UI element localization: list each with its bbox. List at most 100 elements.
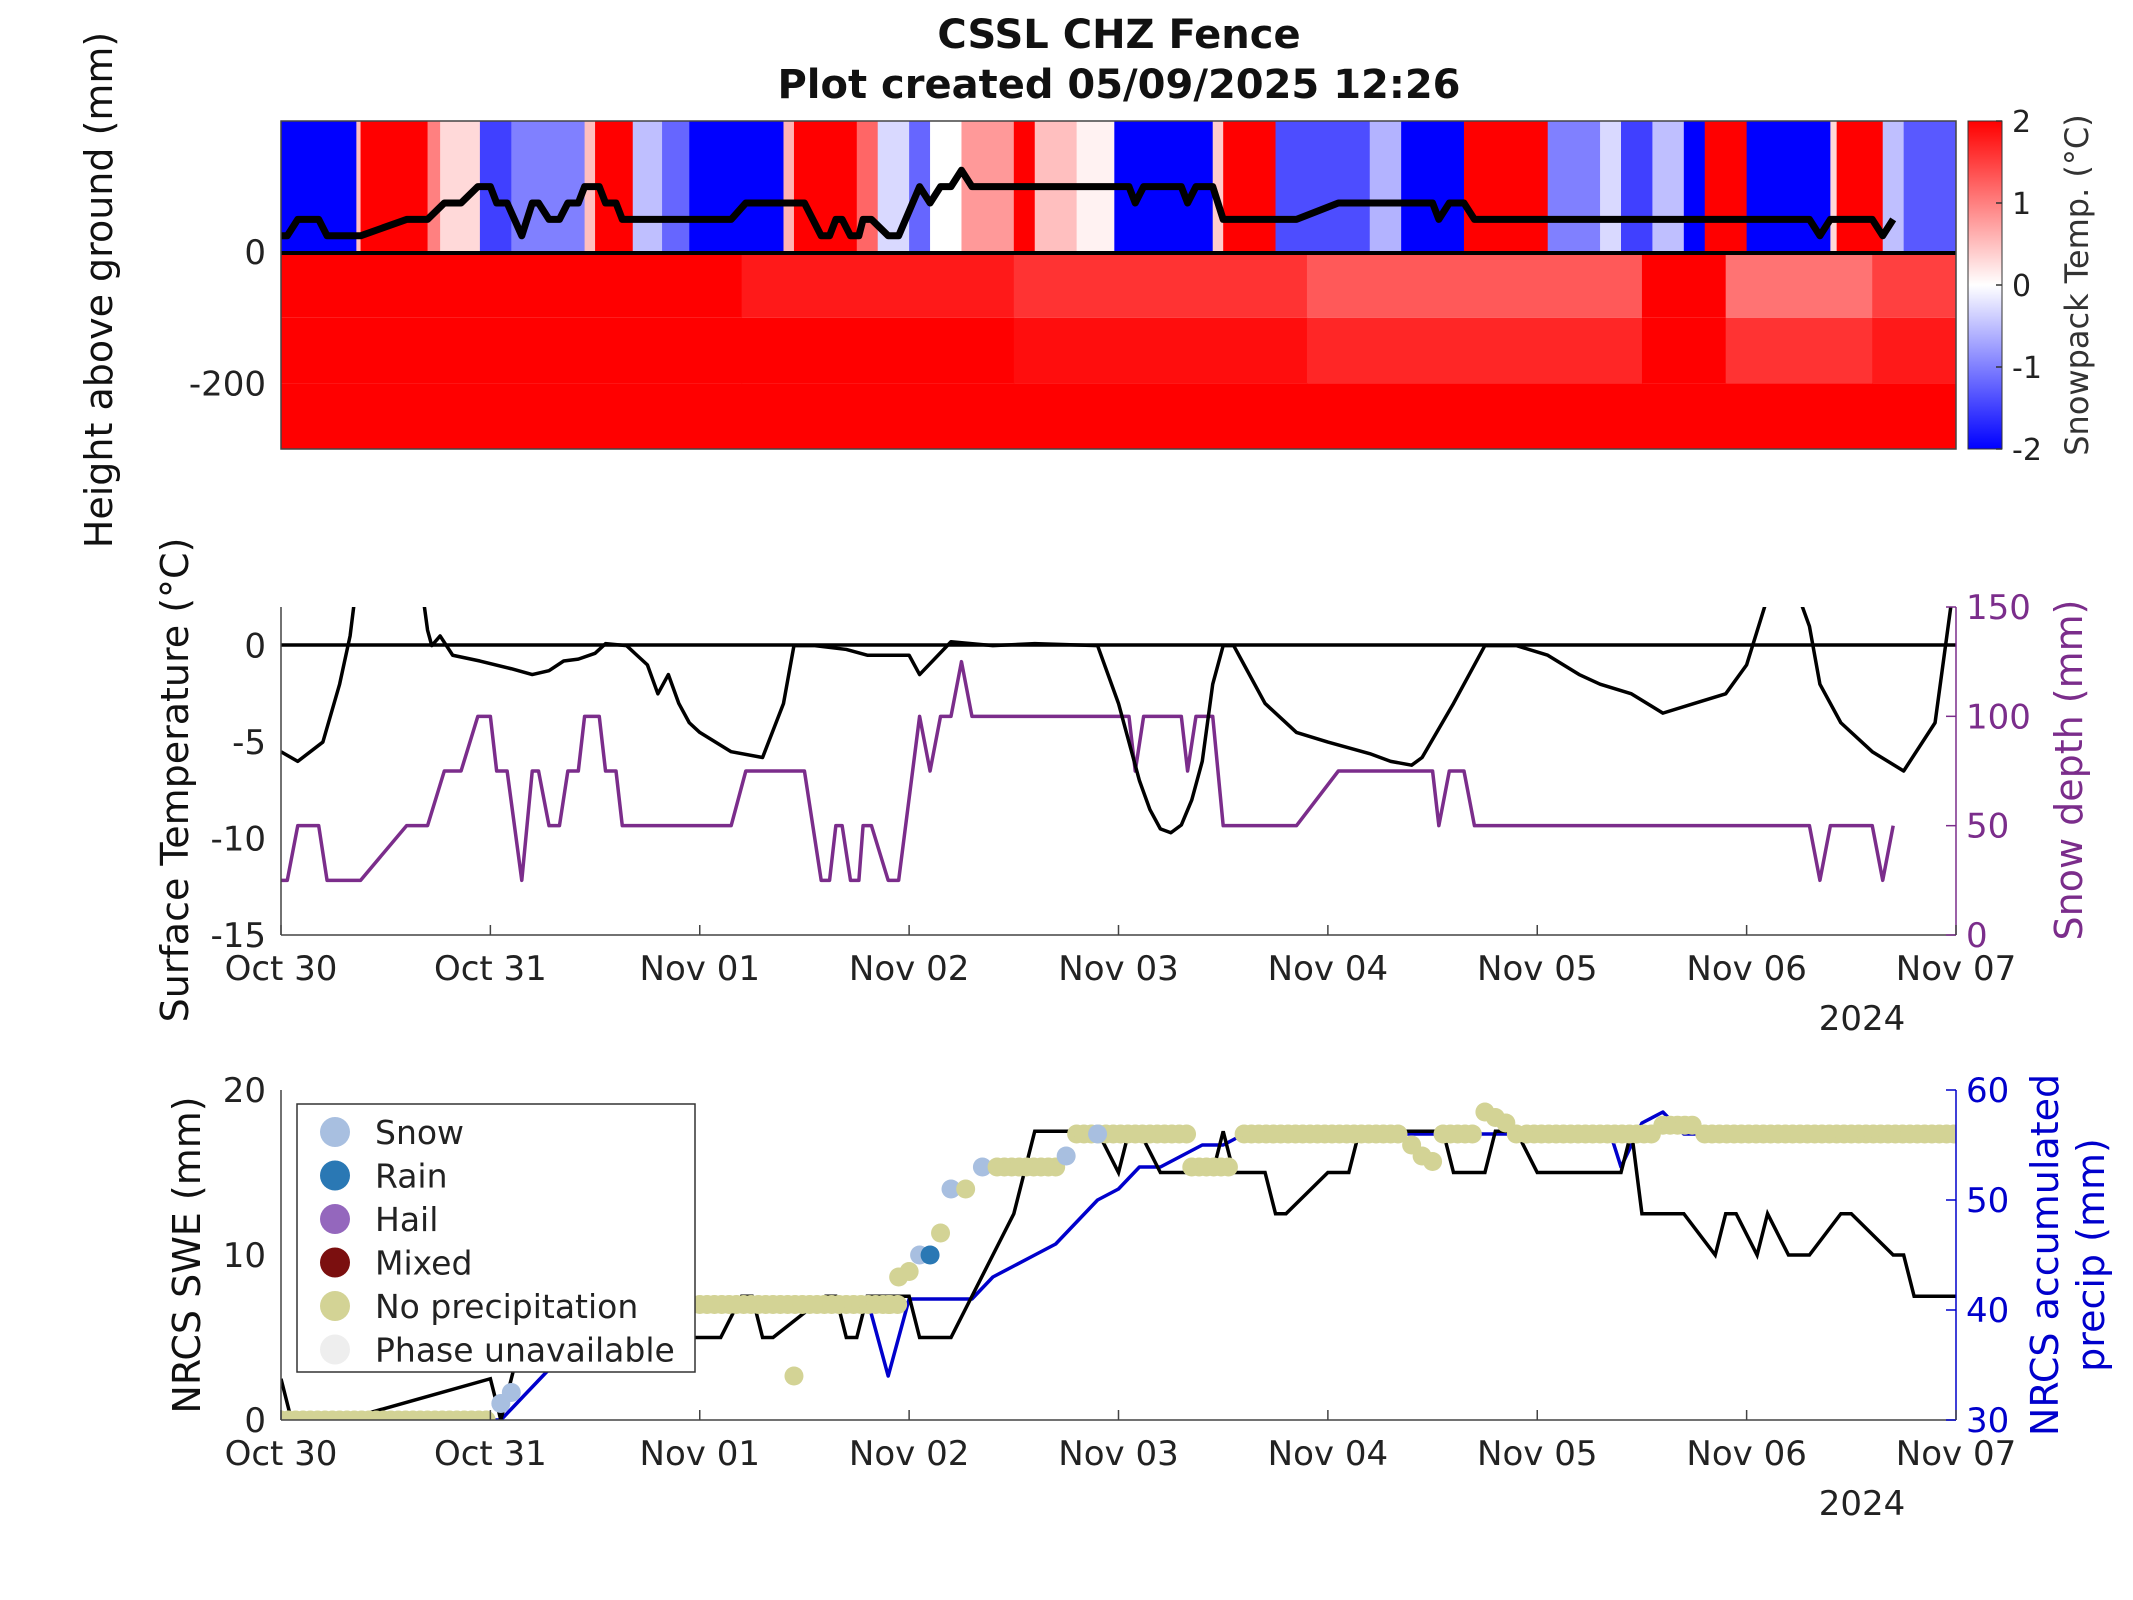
heatmap-cell [1547,121,1601,253]
heatmap-cell [1013,252,1308,318]
surface-temp-y-tick-label: 0 [244,627,266,667]
heatmap-cell [1836,121,1884,253]
year-label-panel3: 2024 [1819,1484,1906,1524]
heatmap-cell [1223,121,1277,253]
heatmap-cell [1306,252,1643,318]
colorbar: 2 1 0 -1 -2 Snowpack Temp. (°C) [1967,105,2096,468]
heatmap-cell [1872,317,1956,384]
heatmap-snow-depth-overlay [281,166,1897,240]
phase-marker [931,1223,951,1243]
legend-marker [320,1160,350,1191]
chart-title-line1: CSSL CHZ Fence [937,12,1300,58]
heatmap-cell [783,121,795,253]
heatmap-cell [1652,121,1685,253]
heatmap-cell [1600,121,1622,253]
heatmap-cell [689,121,784,253]
legend-label: Snow [375,1113,464,1152]
legend-marker [320,1247,350,1278]
heatmap-cell [1725,383,1873,449]
heatmap-cell [1306,317,1643,384]
colorbar-ticks: 2 1 0 -1 -2 [1996,105,2042,468]
heatmap-cell [1306,383,1643,449]
heatmap-y-axis-label: Height above ground (mm) [77,32,121,549]
heatmap-cell [1641,383,1727,449]
heatmap-axes-frame [280,120,1957,450]
heatmap-cell [1872,252,1956,318]
heatmap-cell [1725,317,1873,384]
phase-marker [1462,1124,1482,1144]
swe-x-tick-label: Oct 30 [225,1434,338,1474]
heatmap-cell [1683,121,1706,253]
swe-x-tick-label: Nov 07 [1896,1434,2016,1474]
swe-x-tick-label: Nov 02 [849,1434,969,1474]
legend-label: Phase unavailable [375,1331,675,1370]
surface-temp-x-tick-label: Oct 31 [434,949,547,989]
legend-entries: Snow Rain Hail Mixed No precipitation Phase u… [320,1113,675,1370]
colorbar-tick-label: -1 [2012,351,2042,386]
phase-marker [941,1179,961,1199]
legend-box [296,1103,696,1373]
colorbar-tick-label: 1 [2012,187,2031,222]
phase-marker [972,1157,992,1177]
colorbar-tick-label: -2 [2012,433,2042,468]
colorbar-label: Snowpack Temp. (°C) [2058,114,2096,456]
legend-marker [320,1334,350,1365]
chart-title-line2: Plot created 05/09/2025 12:26 [777,62,1460,108]
surface-temp-x-ticks: Oct 30 Oct 31 Nov 01 Nov 02 Nov 03 Nov 04 Nov … [225,925,2016,989]
legend-label: Mixed [375,1244,472,1283]
precip-y-axis-label: NRCS accumulatedprecip (mm) [2023,1074,2113,1436]
heatmap-cell [1013,383,1308,449]
heatmap-cell [741,252,1015,318]
snow-depth-y-axis-label: Snow depth (mm) [2047,600,2091,941]
phase-marker [1218,1157,1238,1177]
swe-x-tick-label: Oct 31 [434,1434,547,1474]
precip-y-tick-label: 40 [1966,1291,2009,1331]
phase-marker [899,1262,919,1281]
surface-temp-y-ticks: 0 -5 -10 -15 [210,627,266,956]
swe-y-axis-label: NRCS SWE (mm) [165,1096,209,1413]
surface-temp-y-tick-label: -15 [210,916,266,956]
precip-y-axis-label-line: NRCS accumulated [2023,1074,2067,1436]
surface-temp-x-tick-label: Nov 04 [1268,949,1388,989]
heatmap-cell [1725,252,1873,318]
snow-depth-y-tick-label: 50 [1966,807,2009,847]
heatmap-cell [1872,383,1956,449]
swe-x-tick-label: Nov 03 [1058,1434,1178,1474]
phase-marker [956,1179,976,1199]
swe-panel: 20 10 0 60 50 40 30 Oct 30 Oct 31 Nov 01 Nov 02 N… [165,1071,2113,1524]
phase-marker [1423,1152,1443,1171]
snow-depth-y-tick-label: 0 [1966,916,1988,956]
swe-series [281,1102,1956,1420]
heatmap-cell [632,121,663,253]
legend-marker [320,1117,350,1147]
heatmap-cell [356,121,362,253]
heatmap-cell [281,252,743,318]
heatmap-cell [741,383,1015,449]
heatmap-y-tick-label: 0 [244,233,266,273]
surface-temp-y-tick-label: -5 [232,723,266,763]
heatmap-cell [1212,121,1224,253]
heatmap-cell [1275,121,1371,253]
legend-label: No precipitation [375,1287,638,1326]
phase-marker [920,1245,940,1265]
precip-y-axis-label-line: precip (mm) [2069,1138,2113,1372]
surface-temp-x-tick-label: Nov 07 [1896,949,2016,989]
year-label-panel2: 2024 [1819,999,1906,1039]
heatmap-cell [427,121,441,253]
heatmap-cell [1013,317,1308,384]
colorbar-tick-label: 2 [2012,105,2031,140]
phase-marker [878,1295,898,1314]
precip-y-ticks: 60 50 40 30 [1946,1071,2009,1441]
heatmap-cell [1401,121,1465,253]
swe-x-tick-label: Nov 06 [1686,1434,1806,1474]
heatmap-cell [1903,121,1956,253]
legend-label: Rain [375,1157,448,1196]
precip-y-tick-label: 30 [1966,1401,2009,1441]
snow-depth-y-ticks: 150 100 50 0 [1946,588,2031,956]
surface-temp-series [281,607,1953,883]
heatmap-cell [281,317,743,384]
surface-temp-x-tick-label: Nov 03 [1058,949,1178,989]
phase-marker [784,1366,804,1386]
legend-marker [320,1204,350,1234]
